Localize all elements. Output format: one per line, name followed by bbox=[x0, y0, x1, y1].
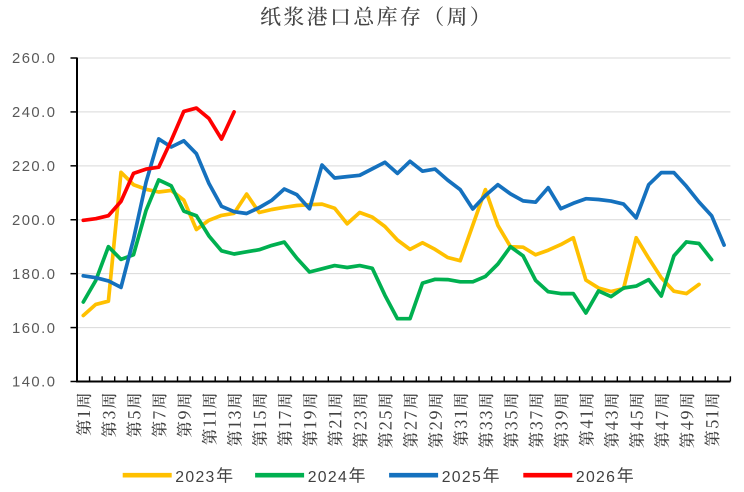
svg-text:140.0: 140.0 bbox=[12, 375, 57, 391]
svg-text:2025: 2025 bbox=[442, 469, 482, 486]
svg-text:2026: 2026 bbox=[576, 469, 616, 486]
svg-text:2023: 2023 bbox=[175, 469, 215, 486]
svg-text:180.0: 180.0 bbox=[12, 267, 57, 283]
svg-text:220.0: 220.0 bbox=[12, 159, 57, 175]
svg-text:260.0: 260.0 bbox=[12, 51, 57, 67]
svg-text:240.0: 240.0 bbox=[12, 105, 57, 121]
svg-text:2024: 2024 bbox=[308, 469, 348, 486]
svg-text:200.0: 200.0 bbox=[12, 213, 57, 229]
svg-text:160.0: 160.0 bbox=[12, 321, 57, 337]
